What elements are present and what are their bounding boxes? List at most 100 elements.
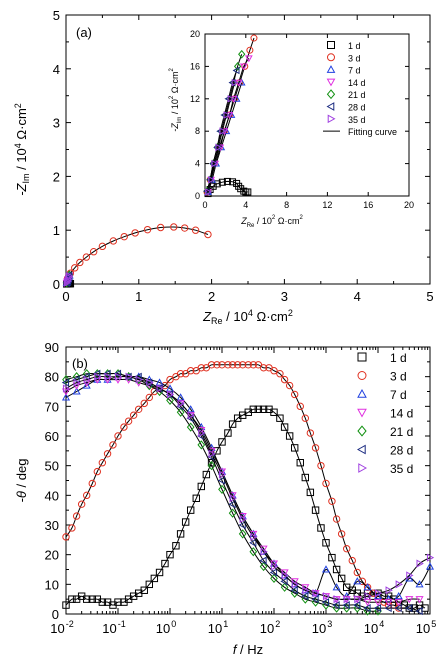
data-point [166, 395, 174, 406]
data-point [120, 232, 128, 241]
data-point [342, 601, 350, 610]
data-point [249, 547, 258, 557]
legend-label: 3 d [390, 370, 407, 384]
data-point [82, 372, 90, 381]
data-point [405, 604, 413, 613]
data-point [250, 532, 258, 541]
data-point [228, 508, 237, 518]
legend-marker [357, 408, 367, 418]
y-tick-label: 5 [53, 8, 60, 23]
data-point [290, 586, 298, 595]
data-point [354, 595, 362, 604]
x-axis-label: f / Hz [233, 642, 263, 657]
legend-label: 14 d [390, 407, 413, 421]
data-point [63, 278, 71, 287]
data-point [218, 438, 226, 446]
series-21d [62, 369, 382, 616]
y-tick-label: 20 [45, 548, 59, 563]
data-point [113, 369, 122, 378]
data-point [270, 573, 278, 584]
data-point [93, 467, 102, 476]
x-tick-label: 2 [208, 289, 215, 304]
legend-label: 21 d [348, 90, 366, 100]
legend-label: 1 d [390, 351, 407, 365]
x-tick-label: 4 [354, 289, 361, 304]
data-point [317, 524, 325, 532]
inset-data-point [209, 159, 217, 168]
inset-y-tick-label: 16 [190, 61, 200, 71]
data-point [145, 393, 154, 402]
data-point [98, 459, 107, 467]
data-point [207, 452, 215, 461]
data-point [156, 384, 164, 393]
data-point [68, 595, 76, 603]
y-tick-label: 80 [45, 370, 59, 385]
data-point [224, 361, 232, 369]
legend-marker [357, 371, 367, 380]
data-point [353, 601, 361, 610]
data-point [72, 375, 80, 384]
series-7d [61, 372, 435, 603]
data-point [280, 582, 289, 592]
y-tick-label: 0 [52, 607, 59, 622]
legend-fit-label: Fitting curve [348, 127, 397, 137]
inset-data-point [229, 178, 237, 186]
data-point [285, 432, 294, 440]
data-point [394, 604, 402, 613]
data-point [270, 367, 278, 375]
y-tick-label: 50 [45, 459, 59, 474]
data-point [384, 599, 393, 607]
inset-data-point [232, 66, 240, 75]
data-point [259, 556, 267, 565]
data-point [114, 432, 122, 440]
series-35d [63, 271, 74, 287]
legend-label: 3 d [348, 53, 361, 63]
data-point [259, 405, 268, 414]
data-point [131, 229, 139, 237]
data-point [348, 556, 356, 565]
legend-marker [326, 89, 336, 100]
data-point [416, 559, 424, 568]
data-point [301, 473, 310, 482]
data-point [146, 378, 154, 387]
panel-label: (a) [76, 25, 92, 40]
data-point [384, 604, 392, 613]
data-point [228, 420, 237, 428]
inset-data-point [245, 55, 253, 63]
inset-data-point [239, 63, 248, 71]
data-point [61, 388, 71, 396]
data-point [186, 367, 195, 375]
x-tick-label: 104 [364, 619, 384, 636]
legend-label: 1 d [348, 41, 361, 51]
data-point [238, 361, 247, 369]
legend-label: 35 d [348, 115, 366, 125]
inset-x-tick-label: 12 [322, 200, 332, 210]
inset-y-tick-label: 4 [195, 159, 200, 169]
inset-y-tick-label: 20 [190, 29, 200, 39]
data-point [322, 592, 331, 601]
data-point [332, 515, 341, 523]
inset-data-point [231, 78, 239, 87]
y-tick-label: 1 [53, 223, 60, 238]
data-point [285, 381, 294, 390]
inset-series-35d [205, 78, 239, 196]
data-point [73, 378, 81, 387]
data-point [276, 370, 284, 378]
legend-marker [327, 41, 335, 49]
y-tick-label: 10 [45, 577, 59, 592]
inset-data-point [216, 144, 225, 152]
series-14d [61, 376, 424, 607]
data-point [395, 580, 403, 589]
data-point [415, 580, 424, 588]
panel-label: (b) [72, 356, 88, 371]
inset-data-point [211, 159, 219, 168]
y-tick-label: 40 [45, 488, 59, 503]
data-point [426, 553, 435, 562]
data-point [82, 381, 91, 389]
data-point [374, 589, 383, 598]
data-point [186, 506, 195, 514]
legend: 1 d 3 d 7 d 14 d 21 d 28 d 35 d [356, 351, 413, 476]
data-point [192, 494, 200, 503]
inset-data-point [238, 49, 246, 59]
data-point [337, 574, 346, 583]
